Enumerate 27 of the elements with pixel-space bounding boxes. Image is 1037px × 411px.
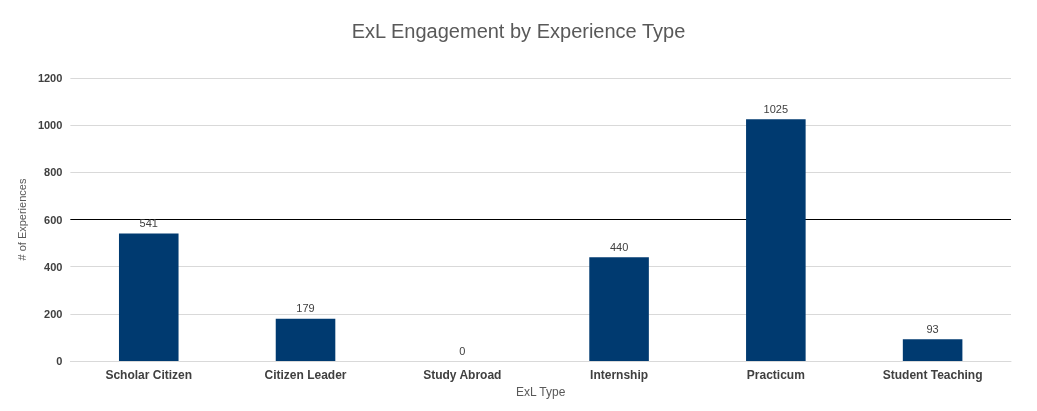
x-axis-title: ExL Type: [516, 385, 566, 399]
data-label: 541: [139, 216, 158, 229]
bar: [902, 339, 963, 362]
data-label: 93: [926, 322, 939, 335]
y-axis-title: # of Experiences: [15, 178, 28, 261]
x-tick-label: Scholar Citizen: [105, 368, 193, 383]
y-tick-label: 600: [44, 213, 63, 226]
x-tick-label: Internship: [590, 368, 649, 383]
y-tick-label: 1200: [37, 72, 63, 84]
x-tick-label: Practicum: [746, 368, 805, 383]
bar: [275, 318, 336, 362]
data-label: 179: [296, 302, 315, 315]
bar: [118, 233, 179, 362]
chart-title: ExL Engagement by Experience Type: [351, 20, 686, 42]
y-tick-label: 800: [44, 166, 63, 179]
data-label: 440: [609, 240, 629, 253]
data-label: 0: [459, 344, 466, 357]
bar: [589, 257, 649, 362]
bar: [746, 119, 806, 362]
y-tick-label: 200: [44, 307, 63, 320]
data-label: 1025: [763, 102, 789, 115]
x-tick-label: Study Abroad: [423, 368, 502, 383]
x-tick-label: Citizen Leader: [264, 368, 347, 383]
y-tick-label: 0: [56, 355, 63, 368]
y-tick-label: 1000: [37, 119, 63, 132]
y-tick-label: 400: [44, 260, 63, 273]
x-tick-label: Student Teaching: [882, 368, 983, 383]
